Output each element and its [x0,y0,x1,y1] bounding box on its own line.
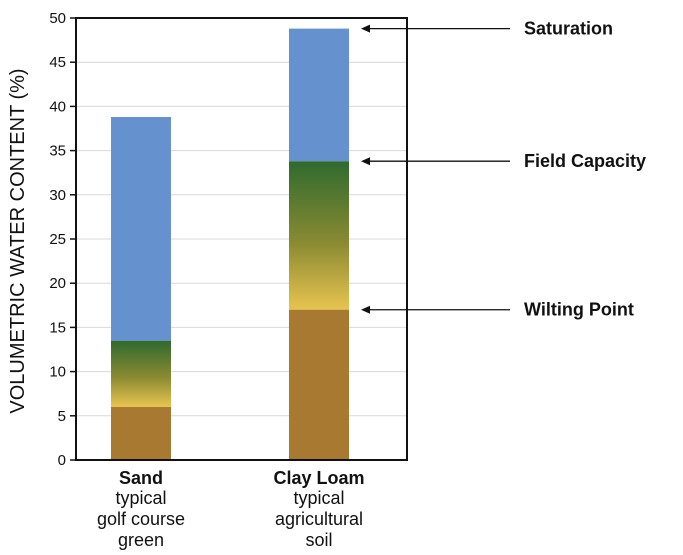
y-tick-label: 10 [49,364,66,381]
bars [111,28,349,460]
annotation-arrowhead [361,24,370,33]
annotation-label: Saturation [524,19,613,39]
y-axis-label: VOLUMETRIC WATER CONTENT (%) [7,68,29,413]
y-tick-label: 5 [58,408,66,425]
y-tick-label: 25 [49,231,66,248]
annotation-arrowhead [361,305,370,314]
axes: 0 5 10 15 20 25 30 35 40 45 50 [49,10,408,469]
category-sublabel: golf course [97,509,185,529]
bar-gravitational-water [111,117,171,341]
y-tick-label: 50 [49,10,66,27]
y-tick-label: 40 [49,98,66,115]
y-tick-label: 20 [49,275,66,292]
y-tick-label: 30 [49,187,66,204]
y-tick-label: 15 [49,319,66,336]
annotation-arrowhead [361,157,370,166]
y-tick-label: 35 [49,143,66,160]
bar-unavailable-water [289,309,349,460]
annotations: Saturation Field Capacity Wilting Point [361,19,646,320]
annotation-label: Wilting Point [524,300,634,320]
annotation-label: Field Capacity [524,151,646,171]
plot-frame [75,17,408,461]
bar-unavailable-water [111,406,171,460]
y-tick-label: 0 [58,452,66,469]
category-sublabel: typical [115,488,166,508]
category-sublabel: soil [305,530,332,550]
bar-gravitational-water [289,28,349,162]
bar-available-water [111,340,171,407]
bar-available-water [289,161,349,310]
category-label: Clay Loam [273,468,364,488]
category-sublabel: agricultural [275,509,363,529]
y-tick-label: 45 [49,54,66,71]
category-sublabel: green [118,530,164,550]
category-sublabel: typical [293,488,344,508]
category-label: Sand [119,468,163,488]
